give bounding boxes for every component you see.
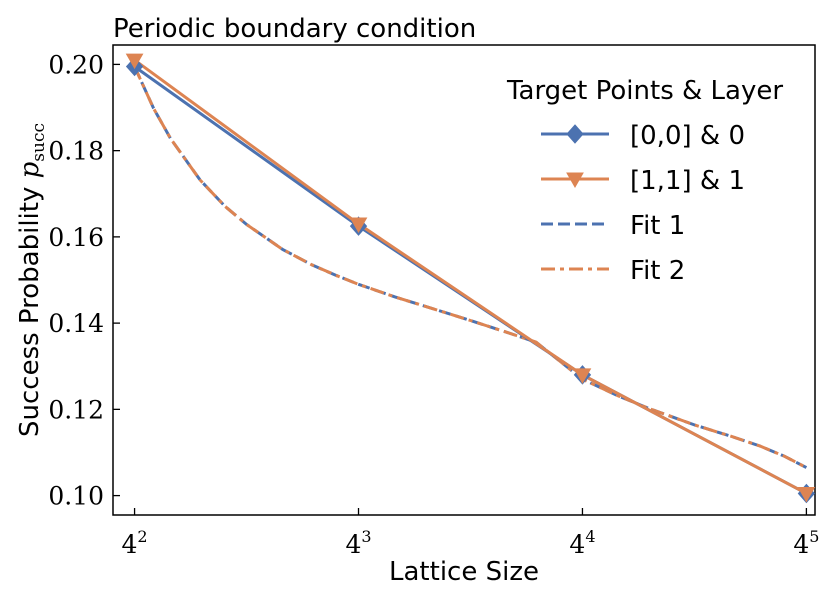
legend-marker-2: [566, 172, 584, 189]
y-tick-label: 0.20: [48, 50, 104, 79]
data-point-series-2: [125, 53, 144, 70]
x-axis-label: Lattice Size: [389, 557, 539, 587]
series-line-2: [133, 58, 808, 495]
y-axis-label: Success Probability psucc: [15, 123, 49, 437]
y-tick-label: 0.16: [48, 223, 104, 252]
y-tick-label: 0.10: [48, 482, 104, 511]
data-point-series-2: [349, 217, 368, 233]
plot-frame: [112, 44, 816, 516]
x-tick-label: 43: [345, 527, 371, 559]
y-axis-label-text: Success Probability: [15, 187, 45, 437]
data-point-series-2: [573, 368, 592, 384]
legend-label-4: Fit 2: [630, 256, 685, 286]
data-point-series-2: [797, 486, 816, 503]
legend: Target Points & Layer [0,0] & 0 [1,1] & 1…: [506, 76, 783, 286]
x-axis: 42 43 44 45: [122, 508, 819, 559]
series-markers: [125, 53, 816, 504]
legend-title: Target Points & Layer: [506, 76, 783, 106]
y-axis-label-subscript: succ: [29, 123, 49, 162]
legend-label-2: [1,1] & 1: [630, 166, 745, 196]
y-tick-label: 0.18: [48, 137, 104, 166]
legend-label-3: Fit 1: [630, 211, 685, 241]
x-tick-label: 45: [793, 527, 819, 559]
x-tick-label: 42: [122, 527, 148, 559]
legend-marker-1: [566, 124, 584, 144]
x-tick-label: 44: [569, 527, 595, 559]
y-axis: 0.10 0.12 0.14 0.16 0.18 0.20: [48, 50, 120, 511]
fit-line-2: [133, 65, 808, 469]
chart-title: Periodic boundary condition: [113, 14, 476, 44]
y-tick-label: 0.14: [48, 309, 104, 338]
y-tick-label: 0.12: [48, 395, 104, 424]
legend-label-1: [0,0] & 0: [630, 121, 745, 151]
series-lines: [133, 58, 808, 495]
y-axis-label-symbol: p: [15, 161, 45, 178]
